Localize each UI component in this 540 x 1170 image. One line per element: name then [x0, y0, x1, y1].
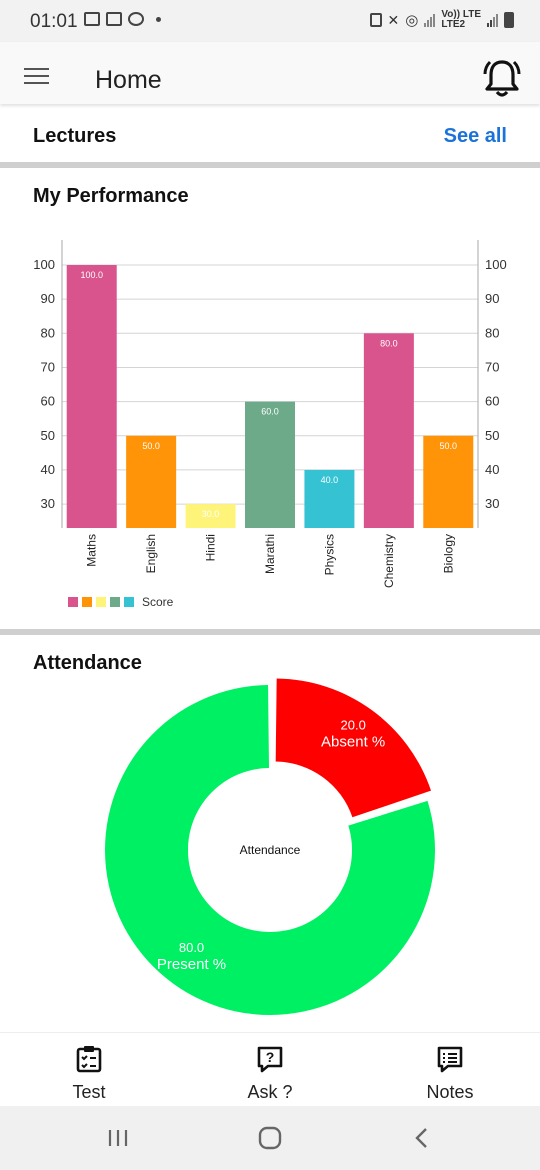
test-clipboard-icon — [76, 1046, 102, 1073]
nav-test-button[interactable]: Test — [29, 1045, 149, 1103]
nav-test-label: Test — [72, 1082, 106, 1102]
donut-slice — [275, 678, 432, 818]
y-tick-label-right: 50 — [485, 428, 499, 443]
y-tick-label-left: 50 — [41, 428, 55, 443]
legend-label: Score — [142, 595, 174, 609]
bar — [304, 469, 355, 528]
section-divider — [0, 629, 540, 635]
laptop-icon — [84, 12, 100, 26]
signal-1-icon — [424, 13, 436, 27]
menu-icon[interactable] — [24, 68, 49, 86]
network-type: Vo)) LTE LTE2 — [441, 9, 481, 30]
svg-text:?: ? — [266, 1049, 275, 1065]
mute-icon: ✕ — [387, 11, 400, 28]
bar-data-label: 100.0 — [80, 270, 103, 280]
whatsapp-icon — [128, 12, 144, 26]
bell-icon[interactable] — [482, 56, 522, 100]
signal-2-icon — [487, 13, 498, 27]
legend-swatch — [82, 597, 92, 607]
y-tick-label-right: 70 — [485, 359, 499, 374]
performance-bar-chart: 30 30 40 40 50 50 60 60 70 70 80 80 90 90 100 100 100.0 M… — [33, 240, 507, 588]
bar — [363, 333, 414, 528]
section-divider — [0, 162, 540, 168]
battery-icon — [504, 12, 514, 28]
bar — [126, 435, 177, 528]
bar — [185, 504, 236, 528]
donut-hole — [197, 777, 343, 923]
bar — [423, 435, 474, 528]
y-tick-label-left: 80 — [41, 325, 55, 340]
x-tick-label: Chemistry — [382, 534, 396, 588]
slice-value-label: 80.0 — [179, 940, 204, 955]
x-tick-label: Physics — [322, 534, 336, 575]
legend-swatch — [124, 597, 134, 607]
legend-swatch — [68, 597, 78, 607]
bar-data-label: 50.0 — [440, 441, 458, 451]
bar-data-label: 30.0 — [202, 509, 220, 519]
y-tick-label-right: 30 — [485, 496, 499, 511]
x-tick-label: Hindi — [204, 534, 218, 561]
attendance-title: Attendance — [33, 652, 142, 674]
y-tick-label-left: 30 — [41, 496, 55, 511]
performance-title: My Performance — [33, 185, 189, 207]
legend-swatch — [96, 597, 106, 607]
status-bar: 01:01 ✕ ◎ Vo)) LTE LTE2 — [0, 0, 540, 42]
notification-icons — [84, 12, 161, 26]
home-icon[interactable] — [258, 1126, 282, 1150]
page-title: Home — [95, 66, 162, 94]
slice-name-label: Present % — [157, 956, 226, 973]
y-tick-label-right: 100 — [485, 257, 507, 272]
y-tick-label-right: 60 — [485, 394, 499, 409]
notes-list-icon — [437, 1046, 463, 1073]
legend-swatches — [68, 597, 138, 607]
nav-notes-button[interactable]: Notes — [390, 1045, 510, 1103]
lectures-title: Lectures — [33, 125, 117, 147]
status-time: 01:01 — [30, 11, 78, 32]
y-tick-label-right: 80 — [485, 325, 499, 340]
bar-data-label: 50.0 — [142, 441, 160, 451]
bar-data-label: 80.0 — [380, 338, 398, 348]
system-nav-bar — [0, 1106, 540, 1170]
x-tick-label: Marathi — [263, 534, 277, 574]
y-tick-label-right: 40 — [485, 462, 499, 477]
system-icons: ✕ ◎ Vo)) LTE LTE2 — [369, 9, 514, 30]
bottom-nav: Test ? Ask ? Notes — [0, 1032, 540, 1106]
y-tick-label-left: 100 — [33, 257, 55, 272]
lectures-section: Lectures See all — [0, 112, 540, 162]
see-all-lectures-link[interactable]: See all — [443, 125, 507, 147]
legend-swatch — [110, 597, 120, 607]
bar — [245, 401, 295, 528]
y-tick-label-right: 90 — [485, 291, 499, 306]
bar-data-label: 60.0 — [261, 407, 279, 417]
x-tick-label: Maths — [85, 534, 99, 567]
x-tick-label: Biology — [441, 534, 455, 573]
y-tick-label-left: 90 — [41, 291, 55, 306]
battery-saver-icon — [369, 13, 382, 27]
ask-question-icon: ? — [257, 1046, 283, 1073]
bar — [66, 265, 117, 528]
bar-data-label: 40.0 — [321, 475, 339, 485]
nav-ask-button[interactable]: ? Ask ? — [210, 1045, 330, 1103]
donut-slice — [105, 685, 436, 1015]
chart-legend: Score — [68, 595, 173, 609]
app-bar: Home — [0, 42, 540, 104]
x-tick-label: English — [144, 534, 158, 573]
nav-ask-label: Ask ? — [247, 1082, 293, 1102]
y-tick-label-left: 40 — [41, 462, 55, 477]
slice-name-label: Absent % — [321, 734, 385, 751]
donut-center-label: Attendance — [240, 843, 301, 857]
nav-notes-label: Notes — [426, 1082, 474, 1102]
recent-apps-icon[interactable] — [107, 1128, 129, 1148]
slice-value-label: 20.0 — [341, 718, 366, 733]
y-tick-label-left: 70 — [41, 359, 55, 374]
back-icon[interactable] — [412, 1127, 432, 1149]
y-tick-label-left: 60 — [41, 394, 55, 409]
more-dot-icon — [156, 16, 161, 22]
hotspot-icon: ◎ — [405, 12, 419, 29]
gallery-icon — [106, 12, 122, 26]
